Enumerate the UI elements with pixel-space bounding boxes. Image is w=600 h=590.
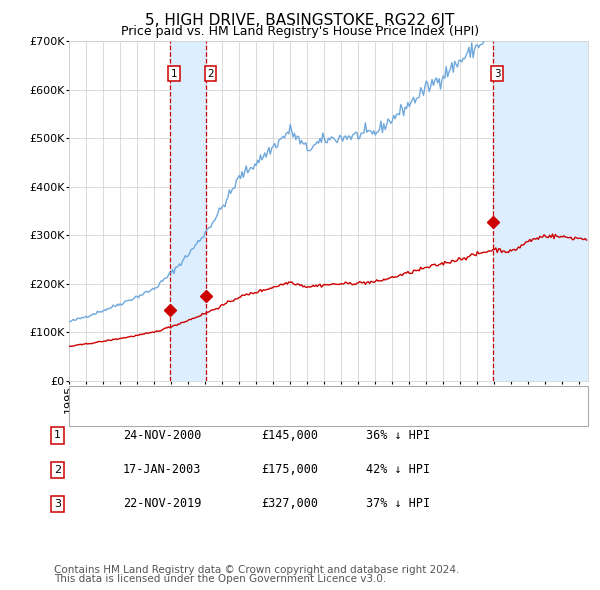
Bar (493, 41, 588, 381)
Text: 22-NOV-2019: 22-NOV-2019 (123, 497, 202, 510)
Text: Contains HM Land Registry data © Crown copyright and database right 2024.: Contains HM Land Registry data © Crown c… (54, 565, 460, 575)
Text: £327,000: £327,000 (261, 497, 318, 510)
Text: 3: 3 (494, 68, 500, 78)
Text: Price paid vs. HM Land Registry's House Price Index (HPI): Price paid vs. HM Land Registry's House … (121, 25, 479, 38)
Text: 1: 1 (54, 431, 61, 440)
Text: 36% ↓ HPI: 36% ↓ HPI (366, 429, 430, 442)
Text: This data is licensed under the Open Government Licence v3.0.: This data is licensed under the Open Gov… (54, 574, 386, 584)
Bar (170, 41, 206, 381)
Text: £175,000: £175,000 (261, 463, 318, 476)
Text: 1: 1 (171, 68, 178, 78)
Text: £145,000: £145,000 (261, 429, 318, 442)
Text: 17-JAN-2003: 17-JAN-2003 (123, 463, 202, 476)
Text: 24-NOV-2000: 24-NOV-2000 (123, 429, 202, 442)
Text: 37% ↓ HPI: 37% ↓ HPI (366, 497, 430, 510)
Text: 2: 2 (207, 68, 214, 78)
Text: ——: —— (80, 409, 104, 422)
Text: 3: 3 (54, 499, 61, 509)
Text: 42% ↓ HPI: 42% ↓ HPI (366, 463, 430, 476)
Text: HPI: Average price, detached house, Basingstoke and Deane: HPI: Average price, detached house, Basi… (111, 411, 442, 421)
Text: 5, HIGH DRIVE, BASINGSTOKE, RG22 6JT (detached house): 5, HIGH DRIVE, BASINGSTOKE, RG22 6JT (de… (111, 392, 431, 402)
Text: 2: 2 (54, 465, 61, 474)
Text: 5, HIGH DRIVE, BASINGSTOKE, RG22 6JT: 5, HIGH DRIVE, BASINGSTOKE, RG22 6JT (145, 13, 455, 28)
Text: ——: —— (80, 391, 104, 404)
